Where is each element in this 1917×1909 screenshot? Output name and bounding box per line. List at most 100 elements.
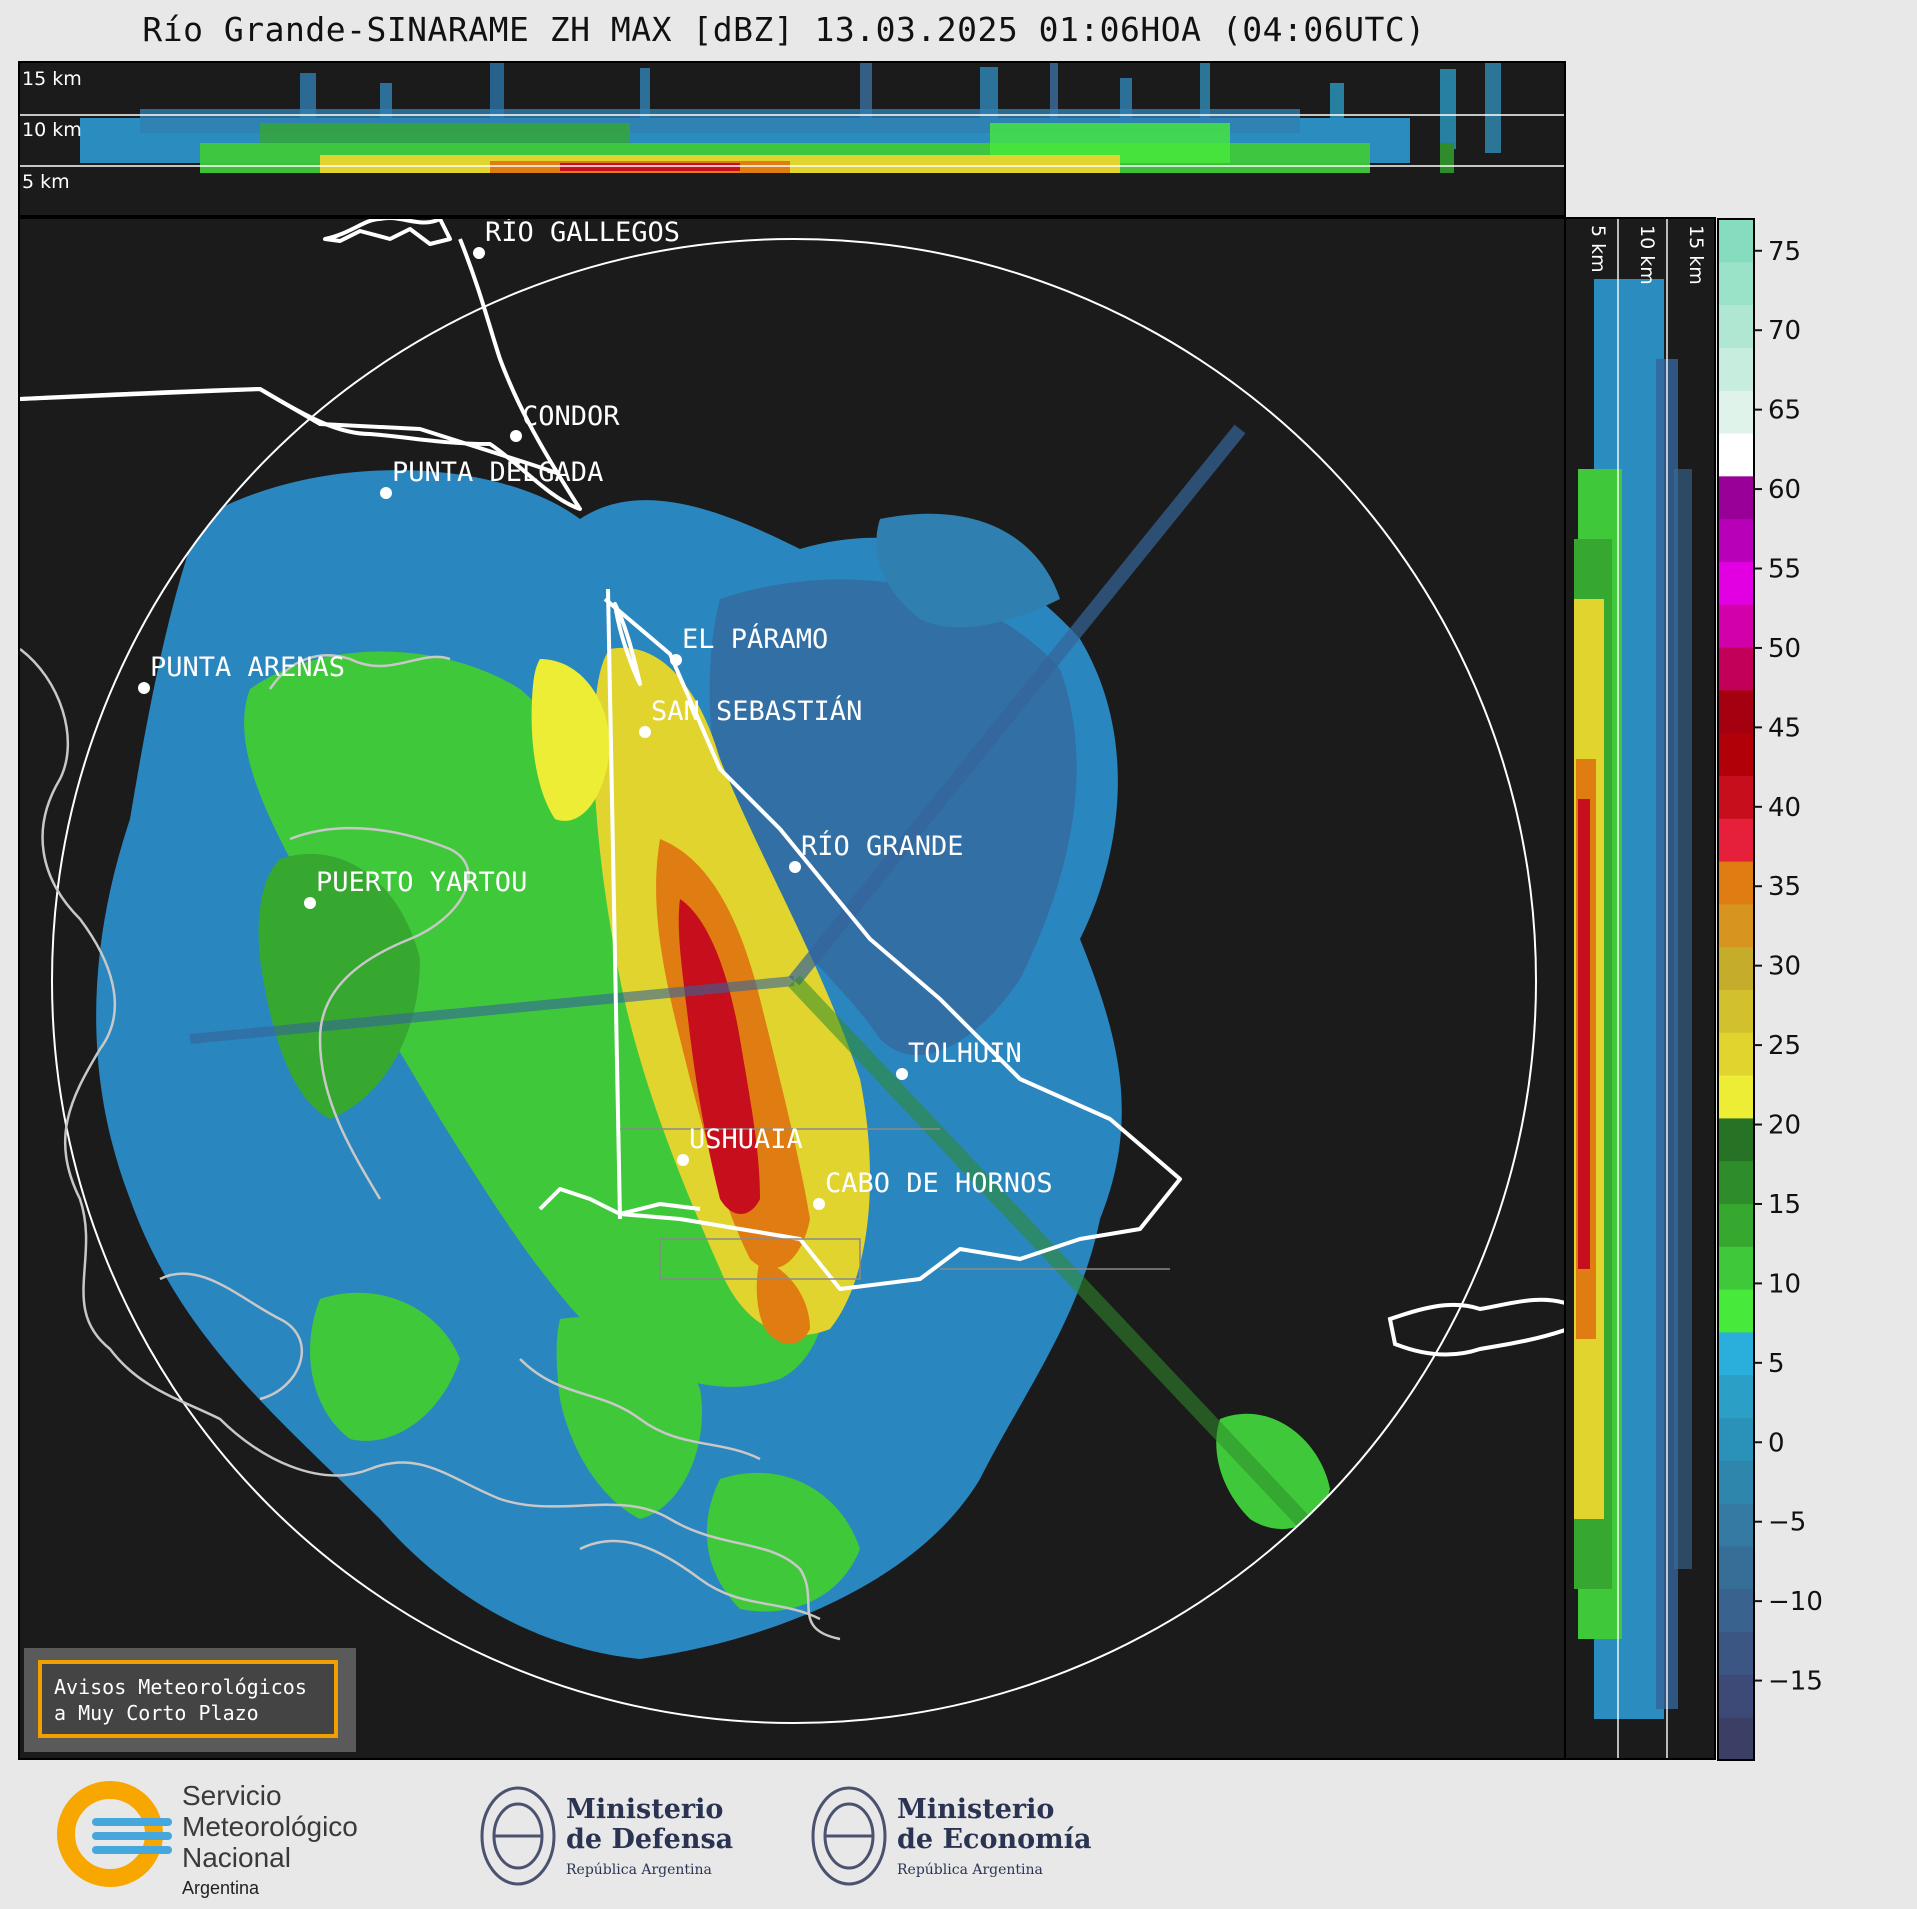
place-rio-gallegos: RÍO GALLEGOS [485,219,680,248]
top-cross-section-plot: 15 km 10 km 5 km [20,63,1564,215]
side-height-label-10: 10 km [1636,225,1658,285]
colorbar-tick-label: 65 [1768,396,1801,426]
colorbar-block [1718,1503,1754,1547]
colorbar-block [1718,1674,1754,1718]
avisos-panel: Avisos Meteorológicos a Muy Corto Plazo [24,1648,356,1752]
colorbar-tick-label: 40 [1768,793,1801,823]
colorbar-block [1718,1032,1754,1076]
colorbar-tick-label: 15 [1768,1190,1801,1220]
avisos-line-1: Avisos Meteorológicos [54,1675,307,1699]
smn-line-1: Servicio [182,1780,282,1811]
side-height-label-15: 15 km [1685,225,1707,285]
colorbar-tick-label: 30 [1768,952,1801,982]
footer-logos [57,1781,887,1887]
colorbar-block [1718,1631,1754,1675]
economia-line-3: República Argentina [897,1862,1043,1878]
eastern-islands [1387,1297,1564,1357]
smn-line-2: Meteorológico [182,1811,358,1842]
radar-map-panel: RÍO GALLEGOS CONDOR PUNTA DELGADA EL PÁR… [18,217,1566,1760]
colorbar-block [1718,304,1754,348]
colorbar-block [1718,903,1754,948]
side-cross-section-plot: 5 km 10 km 15 km [1566,219,1714,1758]
colorbar-tick-label: 10 [1768,1269,1801,1299]
colorbar-tick-label: 45 [1768,713,1801,743]
top-height-label-15: 15 km [22,68,82,90]
colorbar-block [1718,1289,1754,1333]
colorbar-block [1718,1717,1754,1761]
side-height-label-5: 5 km [1587,225,1609,273]
colorbar-block [1718,1203,1754,1247]
colorbar-block [1718,946,1754,990]
colorbar-block [1718,390,1754,434]
colorbar-block [1718,1374,1754,1419]
border-lines [20,219,1182,1291]
avisos-text: Avisos Meteorológicos a Muy Corto Plazo [54,1674,307,1726]
economia-logo-text: Ministerio de Economía República Argenti… [897,1795,1091,1885]
colorbar-tick-label: 35 [1768,872,1801,902]
economia-line-2: de Economía [897,1824,1092,1855]
place-labels: RÍO GALLEGOS CONDOR PUNTA DELGADA EL PÁR… [138,219,1053,1210]
colorbar-tick-label: 5 [1768,1349,1785,1379]
avisos-line-2: a Muy Corto Plazo [54,1701,259,1725]
smn-line-4: Argentina [182,1878,260,1898]
colorbar-tick-label: −5 [1768,1508,1806,1538]
top-height-label-10: 10 km [22,119,82,141]
colorbar-tick-label: 0 [1768,1428,1785,1458]
place-puerto-yartou: PUERTO YARTOU [316,867,527,898]
side-cross-section-panel: 5 km 10 km 15 km [1564,217,1716,1760]
colorbar-block [1718,1075,1754,1119]
coastline [20,648,841,1641]
place-cabo-de-hornos: CABO DE HORNOS [825,1168,1053,1199]
colorbar-tick-label: −15 [1768,1667,1823,1697]
colorbar-block [1718,433,1754,477]
smn-logo-text: Servicio Meteorológico Nacional Argentin… [182,1780,358,1904]
defensa-line-2: de Defensa [566,1824,734,1855]
colorbar-tick-label: 60 [1768,475,1801,505]
smn-line-3: Nacional [182,1842,291,1873]
top-cross-section-panel: 15 km 10 km 5 km [18,61,1566,217]
colorbar-tick-label: 70 [1768,316,1801,346]
colorbar-block [1718,261,1754,306]
colorbar-block [1718,1460,1754,1504]
economia-line-1: Ministerio [897,1794,1055,1825]
colorbar-block [1718,1160,1754,1205]
colorbar-block [1718,219,1754,263]
colorbar-block [1718,1117,1754,1162]
colorbar-tick-label: 20 [1768,1111,1801,1141]
colorbar-block [1718,604,1754,648]
colorbar-block [1718,647,1754,691]
colorbar-blocks [1718,219,1754,1761]
avisos-box[interactable]: Avisos Meteorológicos a Muy Corto Plazo [38,1660,338,1738]
colorbar-block [1718,818,1754,862]
colorbar-tick-label: 50 [1768,634,1801,664]
colorbar-block [1718,689,1754,734]
colorbar-block [1718,775,1754,819]
place-ushuaia: USHUAIA [689,1124,803,1155]
place-tolhuin: TOLHUIN [908,1038,1022,1069]
defensa-line-1: Ministerio [566,1794,724,1825]
place-punta-delgada: PUNTA DELGADA [392,457,603,488]
economia-shield-icon [811,1786,887,1886]
defensa-line-3: República Argentina [566,1862,712,1878]
colorbar-tick-label: 25 [1768,1031,1801,1061]
place-punta-arenas: PUNTA ARENAS [150,652,345,683]
place-condor: CONDOR [522,401,620,432]
place-san-sebastian: SAN SEBASTIÁN [651,695,862,727]
colorbar-block [1718,518,1754,562]
defensa-logo-text: Ministerio de Defensa República Argentin… [566,1795,733,1885]
colorbar-block [1718,1545,1754,1590]
colorbar-tick-label: 55 [1768,555,1801,585]
colorbar-block [1718,1246,1754,1290]
colorbar-block [1718,475,1754,520]
colorbar-block [1718,1331,1754,1376]
defensa-shield-icon [480,1786,556,1886]
smn-logo-icon [57,1781,172,1887]
top-height-label-5: 5 km [22,171,70,193]
colorbar-block [1718,347,1754,391]
colorbar-block [1718,1588,1754,1633]
radar-map: RÍO GALLEGOS CONDOR PUNTA DELGADA EL PÁR… [20,219,1564,1758]
colorbar-tick-label: −10 [1768,1587,1823,1617]
colorbar-block [1718,1417,1754,1461]
